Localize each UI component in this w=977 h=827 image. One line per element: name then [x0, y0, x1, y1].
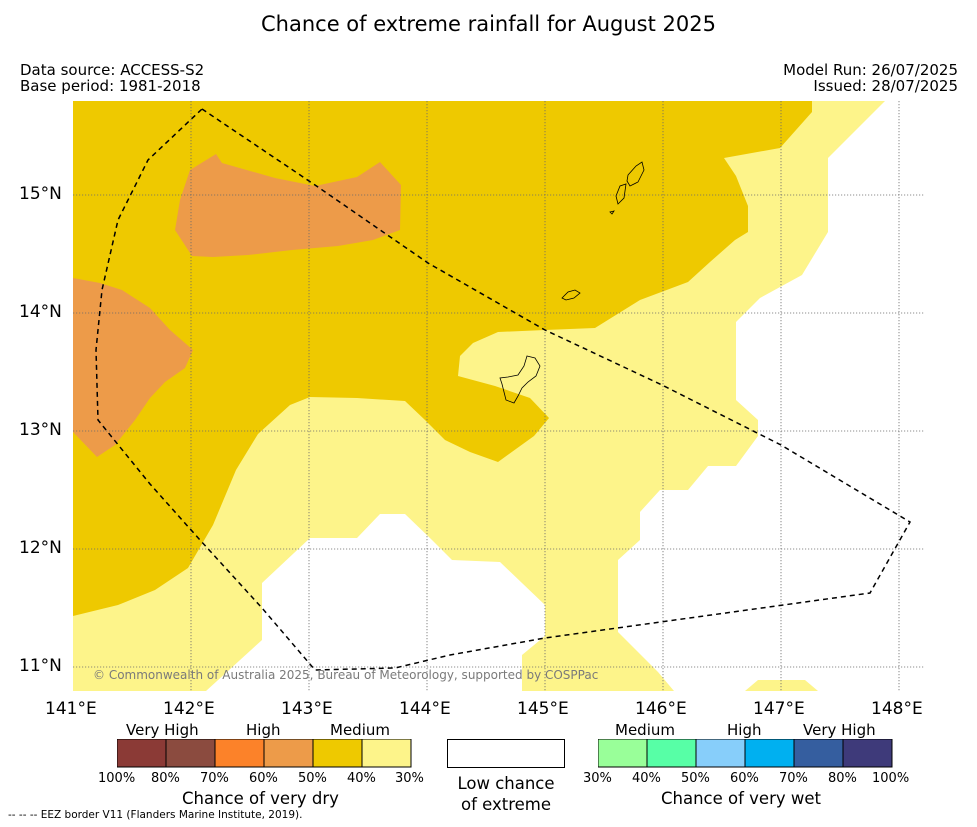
guam-island	[499, 355, 541, 404]
dry-swatch-60-70	[214, 739, 265, 768]
map-plot-area	[73, 101, 924, 691]
dry-colorbar	[117, 739, 412, 768]
lon-label-145e: 145°E	[517, 699, 569, 719]
base-period-label: Base period: 1981-2018	[20, 77, 201, 95]
saipan-island	[626, 161, 645, 187]
lon-label-148e: 148°E	[871, 699, 923, 719]
dry-pct-50: 50%	[298, 771, 327, 786]
lat-label-12n: 12°N	[19, 538, 62, 558]
dry-pct-30: 30%	[395, 771, 424, 786]
dry-legend-medium-label: Medium	[330, 721, 390, 739]
dry-pct-70: 70%	[200, 771, 229, 786]
wet-pct-50: 50%	[681, 771, 710, 786]
eez-footnote: -- -- -- EEZ border V11 (Flanders Marine…	[8, 809, 303, 821]
dry-legend-very-high-label: Very High	[126, 721, 199, 739]
wet-legend-title: Chance of very wet	[661, 789, 821, 808]
wet-legend-very-high-label: Very High	[803, 721, 876, 739]
rota-island	[561, 289, 581, 301]
low-chance-region-south	[206, 514, 545, 691]
aguijan-island	[609, 210, 615, 215]
wet-legend-high-label: High	[727, 721, 762, 739]
issued-label: Issued: 28/07/2025	[813, 77, 958, 95]
dry-swatch-50-60	[263, 739, 314, 768]
dry-swatch-40-50	[312, 739, 363, 768]
dry-swatch-70-80	[165, 739, 216, 768]
wet-swatch-50-60	[695, 739, 746, 768]
dry-swatch-30-40	[361, 739, 412, 768]
dry-high-60-70-region-north	[175, 154, 401, 257]
wet-swatch-80-100	[842, 739, 893, 768]
wet-legend-medium-label: Medium	[615, 721, 675, 739]
lat-label-14n: 14°N	[19, 302, 62, 322]
low-chance-swatch	[447, 739, 565, 768]
data-source-label: Data source: ACCESS-S2	[20, 61, 205, 79]
map-title: Chance of extreme rainfall for August 20…	[261, 12, 716, 36]
dry-pct-60: 60%	[249, 771, 278, 786]
wet-pct-80: 80%	[828, 771, 857, 786]
model-run-label: Model Run: 26/07/2025	[783, 61, 958, 79]
dry-legend-title: Chance of very dry	[182, 789, 339, 808]
wet-swatch-30-40	[598, 739, 648, 768]
lon-label-141e: 141°E	[45, 699, 97, 719]
wet-colorbar	[598, 739, 893, 768]
wet-pct-30: 30%	[583, 771, 612, 786]
low-legend-title-line1: Low chance	[457, 774, 555, 793]
wet-swatch-60-70	[744, 739, 795, 768]
wet-pct-60: 60%	[730, 771, 759, 786]
lat-label-15n: 15°N	[19, 184, 62, 204]
copyright-notice: © Commonwealth of Australia 2025, Bureau…	[93, 668, 599, 682]
low-chance-region-east	[618, 101, 924, 691]
eez-border	[95, 108, 912, 671]
dry-legend-high-label: High	[246, 721, 281, 739]
wet-pct-40: 40%	[632, 771, 661, 786]
wet-swatch-70-80	[793, 739, 844, 768]
lon-label-146e: 146°E	[635, 699, 687, 719]
dry-pct-40: 40%	[347, 771, 376, 786]
dry-swatch-80-100	[117, 739, 167, 768]
dry-high-60-70-region-west	[73, 278, 193, 457]
lon-label-147e: 147°E	[753, 699, 805, 719]
island-outlines	[499, 161, 645, 404]
lon-label-143e: 143°E	[281, 699, 333, 719]
wet-swatch-40-50	[646, 739, 697, 768]
lat-label-13n: 13°N	[19, 420, 62, 440]
wet-pct-100: 100%	[872, 771, 910, 786]
dry-pct-100: 100%	[98, 771, 136, 786]
lon-label-144e: 144°E	[399, 699, 451, 719]
tinian-island	[615, 183, 627, 205]
graticule	[73, 101, 924, 691]
dry-pct-80: 80%	[151, 771, 180, 786]
lat-label-11n: 11°N	[19, 656, 62, 676]
low-legend-title-line2: of extreme	[460, 795, 552, 814]
wet-pct-70: 70%	[779, 771, 808, 786]
lon-label-142e: 142°E	[163, 699, 215, 719]
